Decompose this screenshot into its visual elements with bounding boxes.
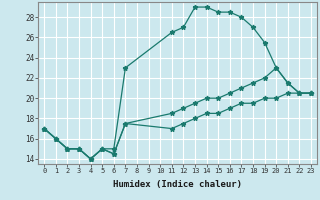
X-axis label: Humidex (Indice chaleur): Humidex (Indice chaleur) (113, 180, 242, 189)
